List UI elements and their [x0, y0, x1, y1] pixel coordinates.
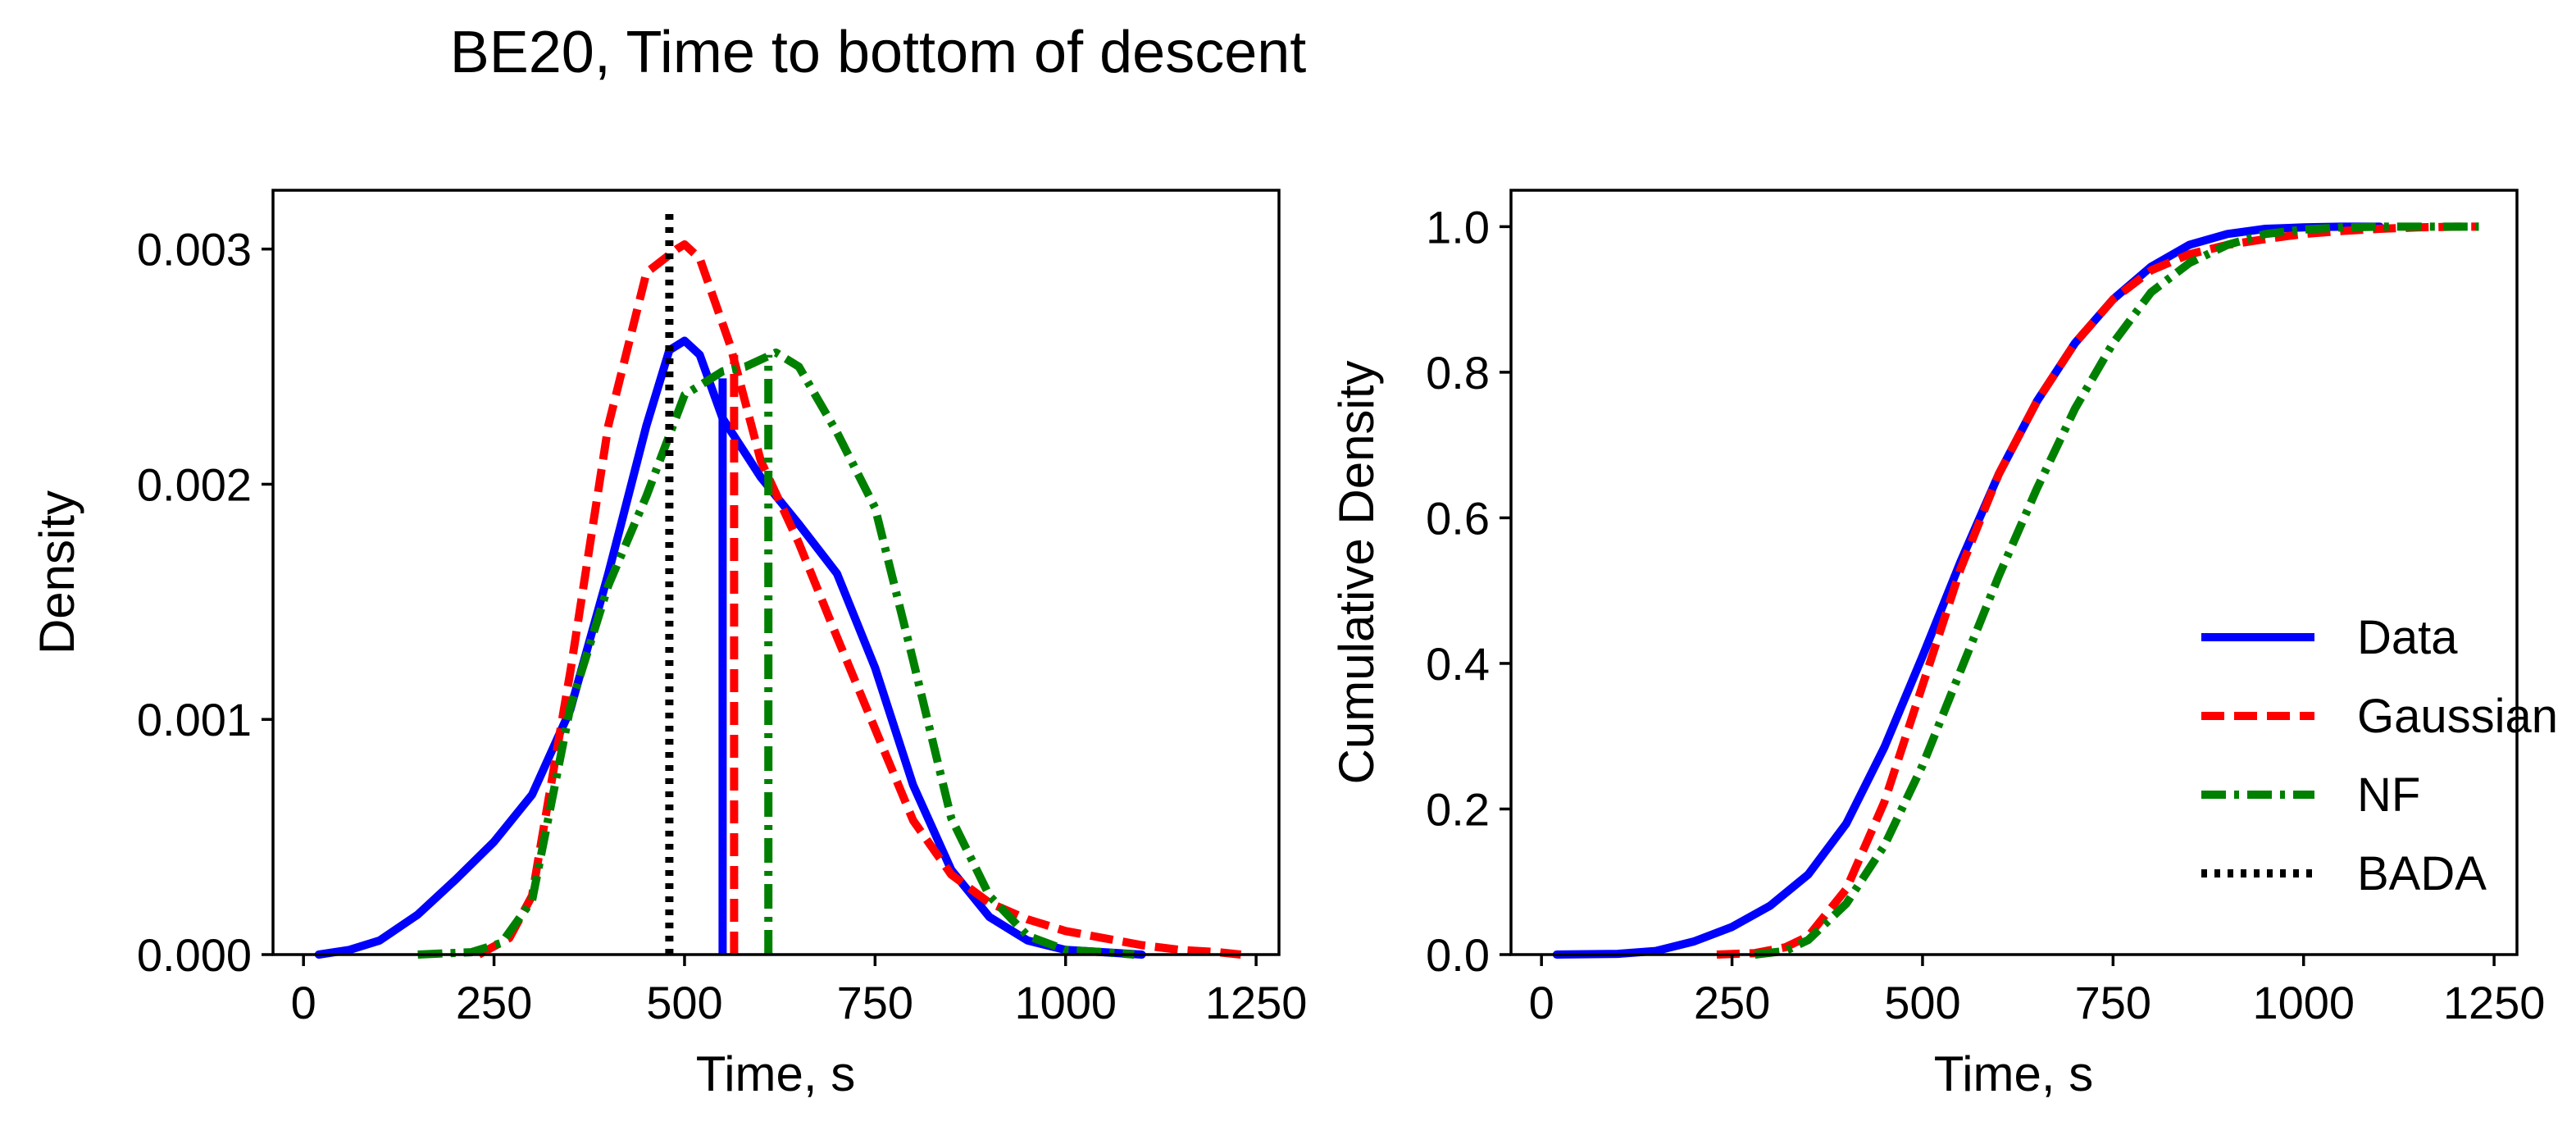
cdf-x-tick-label: 250	[1694, 977, 1770, 1028]
density-y-axis-label: Density	[30, 490, 84, 654]
cdf-y-tick-label: 1.0	[1426, 201, 1490, 253]
legend-label-gaussian: Gaussian	[2357, 690, 2558, 743]
density-x-axis-label: Time, s	[696, 1046, 855, 1101]
density-x-tick-label: 1250	[1205, 977, 1308, 1028]
density-panel: 0 250 500 750 1000 1250 0.000 0.001 0.002 0.003 T…	[30, 189, 1308, 1101]
cdf-y-tick-label: 0.4	[1426, 638, 1490, 690]
density-y-tick-label: 0.003	[137, 224, 252, 276]
legend-label-bada: BADA	[2357, 847, 2487, 900]
cdf-series-nf	[1754, 222, 2479, 959]
cdf-y-tick-label: 0.8	[1426, 347, 1490, 399]
legend-label-nf: NF	[2357, 768, 2420, 822]
density-x-tick-label: 250	[456, 977, 532, 1028]
density-y-tick-label: 0.002	[137, 458, 252, 510]
cdf-ticks: 0 250 500 750 1000 1250 0.0 0.2 0.4 0.6 0.8 1.0	[1426, 201, 2545, 1028]
legend-label-data: Data	[2357, 611, 2458, 664]
density-series-data	[314, 336, 1146, 959]
density-series-nf	[417, 348, 1135, 959]
cdf-x-axis-label: Time, s	[1934, 1046, 2093, 1101]
density-x-tick-label: 0	[291, 977, 316, 1028]
cdf-y-tick-label: 0.2	[1426, 783, 1490, 835]
density-x-tick-label: 750	[837, 977, 913, 1028]
density-series-gaussian	[476, 240, 1242, 959]
density-axes-frame	[271, 189, 1281, 956]
density-y-tick-label: 0.001	[137, 694, 252, 745]
cdf-x-tick-label: 1000	[2252, 977, 2355, 1028]
figure-title: BE20, Time to bottom of descent	[450, 20, 1307, 85]
cdf-axes-frame	[1509, 189, 2519, 956]
cdf-x-tick-label: 0	[1529, 977, 1554, 1028]
density-y-tick-label: 0.000	[137, 929, 252, 981]
cdf-y-tick-label: 0.0	[1426, 929, 1490, 981]
cdf-y-tick-label: 0.6	[1426, 492, 1490, 544]
density-x-tick-label: 1000	[1014, 977, 1117, 1028]
cdf-x-tick-label: 1250	[2443, 977, 2546, 1028]
cdf-panel: 0 250 500 750 1000 1250 0.0 0.2 0.4 0.6 0.8 1.0 Tim…	[1329, 189, 2558, 1101]
cdf-plot-marks	[1552, 222, 2479, 959]
cdf-x-tick-label: 500	[1884, 977, 1960, 1028]
cdf-series-data	[1552, 222, 2384, 959]
cdf-y-axis-label: Cumulative Density	[1329, 361, 1384, 785]
density-x-tick-label: 500	[646, 977, 722, 1028]
cdf-x-tick-label: 750	[2075, 977, 2151, 1028]
legend: Data Gaussian NF BADA	[2201, 611, 2558, 900]
density-ticks: 0 250 500 750 1000 1250 0.000 0.001 0.002 0.003	[137, 224, 1308, 1028]
density-plot-marks	[314, 207, 1242, 959]
